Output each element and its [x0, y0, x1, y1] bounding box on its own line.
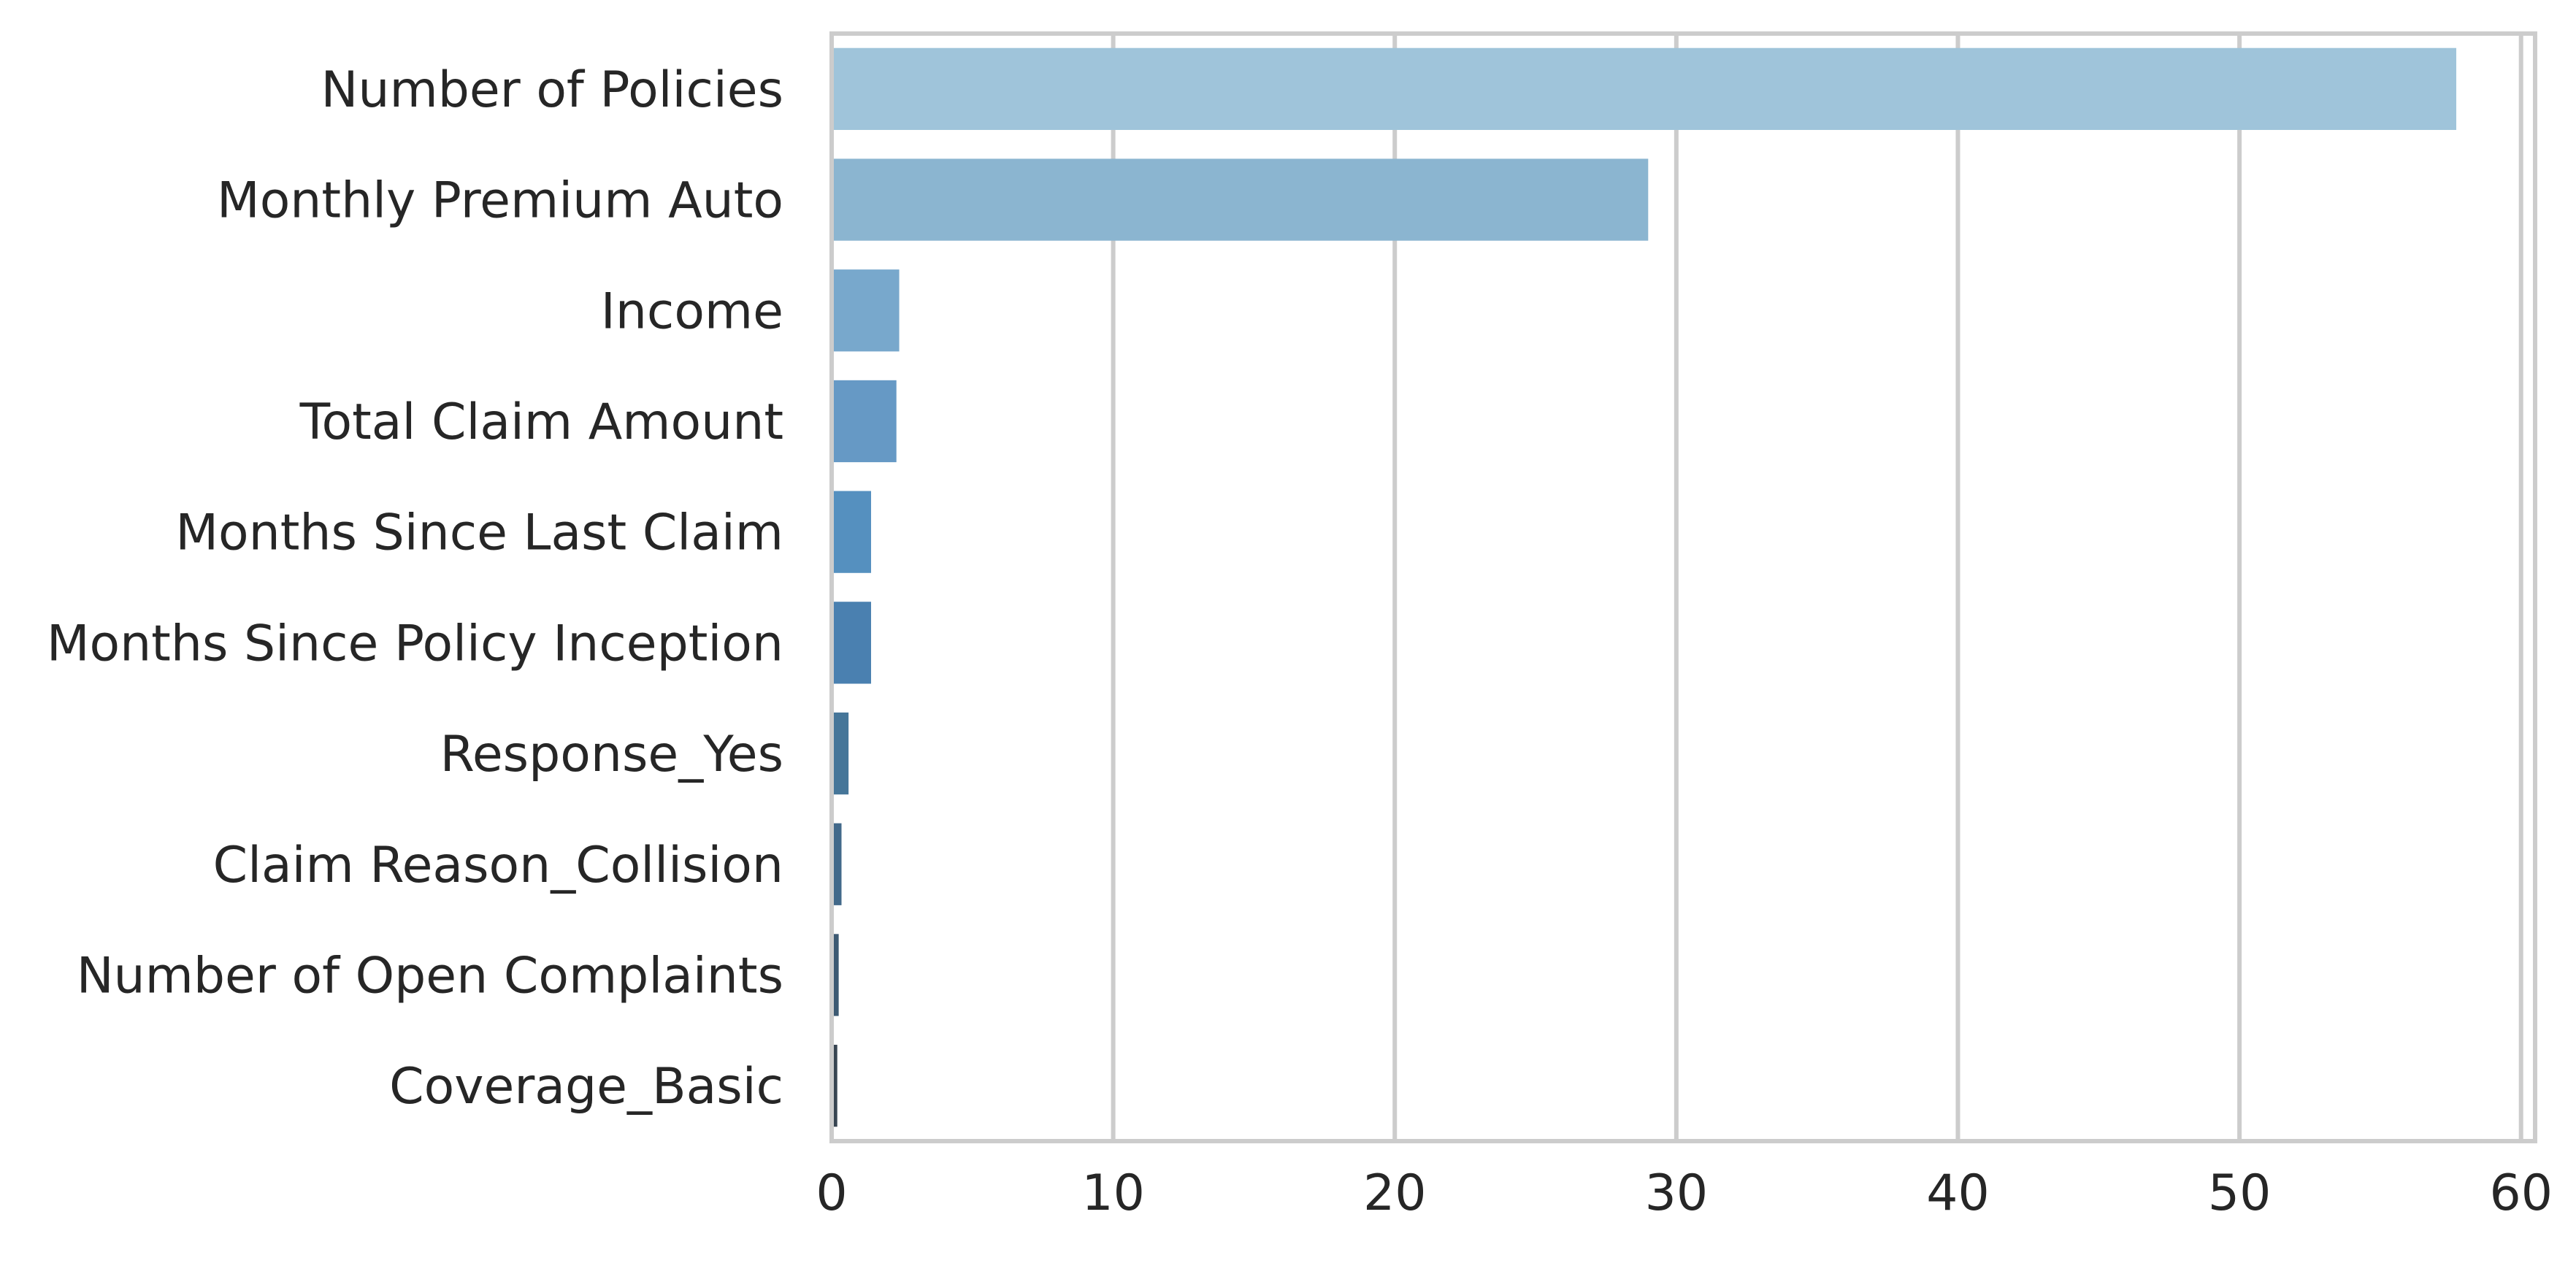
category-label: Total Claim Amount: [299, 394, 783, 451]
x-tick-label: 30: [1645, 1164, 1709, 1222]
bar: [832, 823, 842, 905]
category-label: Response_Yes: [440, 726, 783, 783]
category-label: Number of Policies: [321, 61, 783, 119]
category-label: Monthly Premium Auto: [217, 172, 783, 230]
bar: [832, 47, 2457, 130]
x-tick-label: 10: [1081, 1164, 1145, 1222]
bars: [832, 47, 2457, 1127]
bar: [832, 712, 849, 795]
category-label: Months Since Policy Inception: [47, 615, 783, 672]
x-tick-label: 50: [2208, 1164, 2272, 1222]
category-label: Coverage_Basic: [389, 1058, 783, 1116]
bar: [832, 158, 1649, 241]
plot-frame: [829, 31, 2537, 1143]
bar: [832, 934, 839, 1016]
category-label: Claim Reason_Collision: [213, 837, 783, 894]
x-tick-label: 20: [1363, 1164, 1427, 1222]
x-tick-labels: 0 10 20 30 40 50 60: [816, 1164, 2553, 1222]
category-label: Months Since Last Claim: [175, 504, 783, 562]
x-tick-label: 60: [2489, 1164, 2553, 1222]
bar: [832, 491, 871, 573]
category-labels: Number of Policies Monthly Premium Auto In…: [47, 61, 783, 1116]
bar: [832, 269, 900, 352]
bar: [832, 602, 871, 684]
category-label: Number of Open Complaints: [77, 947, 783, 1005]
x-tick-label: 40: [1926, 1164, 1990, 1222]
bar: [832, 1045, 837, 1127]
bar: [832, 380, 897, 463]
category-label: Income: [601, 283, 783, 340]
x-tick-label: 0: [816, 1164, 847, 1222]
